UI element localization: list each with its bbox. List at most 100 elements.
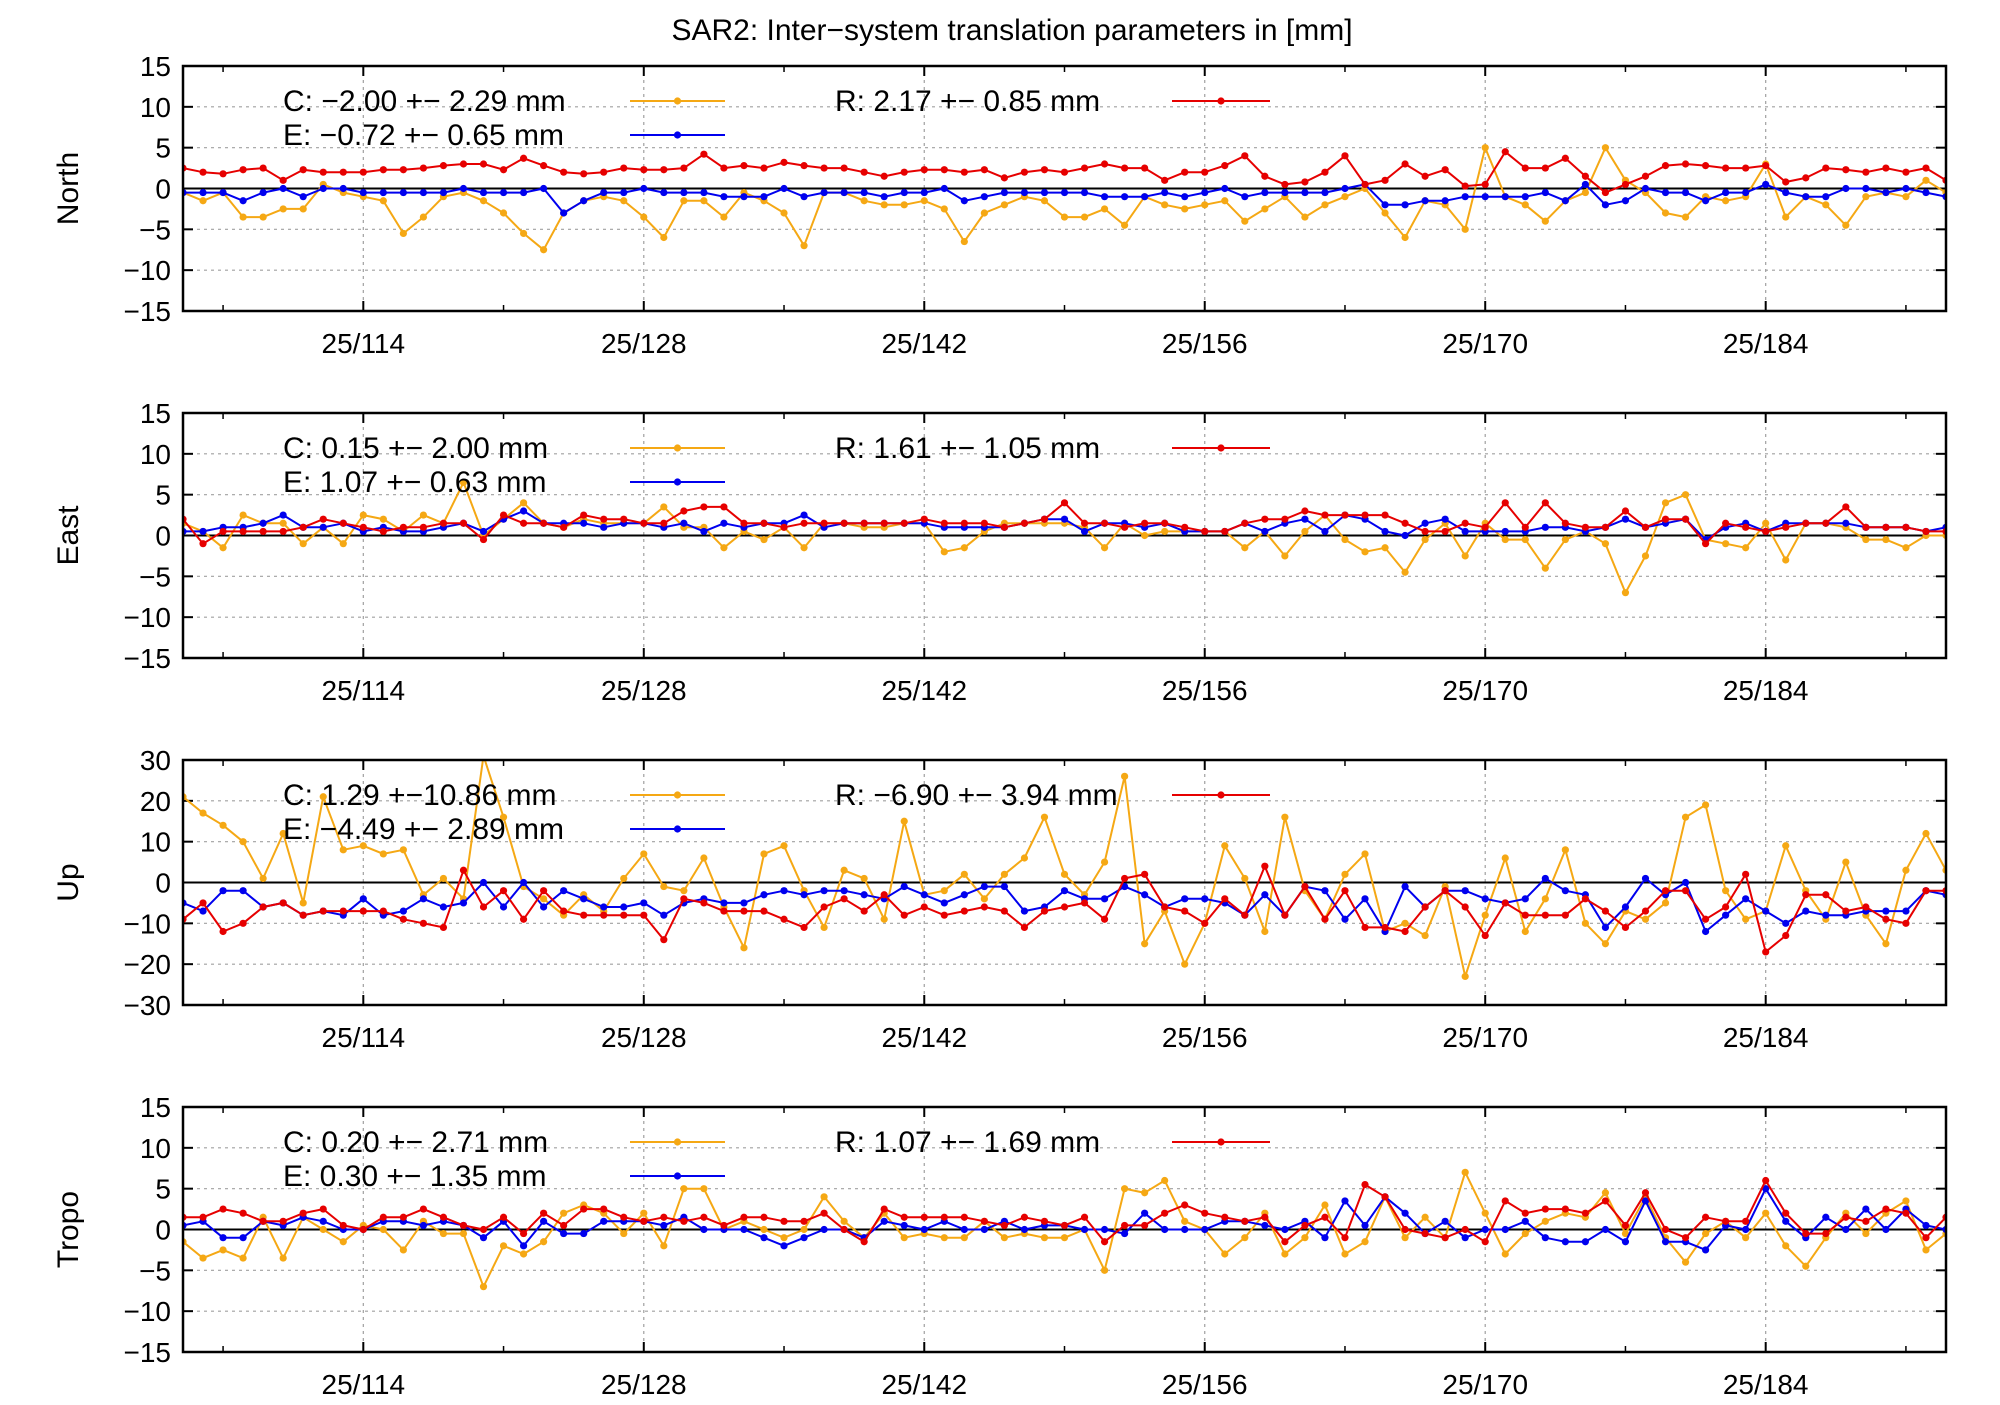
data-point-C (1561, 846, 1569, 854)
data-point-E (339, 184, 347, 193)
data-point-C (660, 503, 668, 511)
data-point-R (920, 166, 928, 174)
data-point-R (479, 160, 488, 168)
data-point-R (740, 162, 748, 170)
data-point-C (900, 201, 908, 209)
data-point-R (1661, 515, 1670, 523)
data-point-R (1381, 511, 1389, 519)
data-point-R (199, 540, 207, 548)
data-point-C (1181, 960, 1189, 968)
data-point-E (840, 188, 848, 197)
x-tick-label: 25/170 (1442, 328, 1528, 359)
y-tick-label: 30 (140, 745, 171, 776)
data-point-C (259, 213, 267, 221)
data-point-C (419, 511, 428, 519)
x-tick-label: 25/156 (1162, 328, 1248, 359)
data-point-R (319, 515, 327, 523)
data-point-E (1461, 193, 1469, 201)
data-point-R (800, 519, 808, 527)
data-point-R (940, 911, 948, 919)
data-point-C (1241, 544, 1249, 552)
data-point-R (1060, 1221, 1069, 1230)
data-point-R (1661, 887, 1670, 895)
legend-marker-R (1217, 791, 1225, 799)
data-point-R (1100, 160, 1109, 168)
data-point-C (900, 817, 908, 825)
data-point-E (1321, 1234, 1329, 1242)
data-point-C (459, 1229, 468, 1238)
data-point-C (1722, 540, 1730, 548)
data-point-R (1361, 923, 1369, 932)
data-point-R (1641, 523, 1650, 531)
plot-frame (181, 1105, 1948, 1354)
data-point-C (1902, 866, 1910, 874)
legend-label-R: R: −6.90 +− 3.94 mm (835, 779, 1118, 812)
data-point-R (1321, 168, 1329, 176)
data-point-R (1441, 527, 1449, 536)
data-point-C (840, 866, 848, 874)
data-point-E (1541, 188, 1549, 197)
data-point-E (1141, 891, 1149, 899)
data-point-E (600, 903, 608, 911)
data-point-E (1301, 188, 1309, 197)
data-point-R (1401, 1225, 1409, 1234)
data-point-E (1501, 527, 1509, 536)
data-point-C (1681, 813, 1690, 821)
data-point-E (1121, 882, 1129, 891)
x-tick-label: 25/156 (1162, 675, 1248, 706)
data-point-R (519, 154, 528, 162)
data-point-C (700, 1185, 708, 1193)
data-point-R (1722, 164, 1730, 172)
data-point-E (540, 1217, 548, 1225)
data-point-R (1121, 874, 1129, 883)
data-point-R (1361, 1180, 1369, 1189)
data-point-E (479, 527, 488, 536)
data-point-C (940, 548, 948, 556)
data-point-C (1321, 1201, 1329, 1209)
data-point-C (1722, 197, 1730, 205)
y-tick-label: −15 (124, 1337, 172, 1368)
data-point-E (880, 193, 888, 201)
data-point-E (800, 511, 808, 519)
y-tick-label: 15 (140, 1092, 171, 1123)
data-point-E (419, 895, 428, 903)
data-point-R (1301, 1221, 1309, 1230)
data-point-E (1561, 1238, 1569, 1246)
data-point-E (700, 188, 708, 197)
data-point-R (1381, 176, 1389, 184)
data-point-C (920, 197, 928, 205)
data-point-R (359, 523, 367, 531)
data-point-R (1020, 923, 1029, 932)
data-point-C (1922, 176, 1930, 184)
legend-label-C: C: −2.00 +− 2.29 mm (283, 85, 566, 118)
data-point-R (980, 903, 988, 911)
data-point-E (359, 188, 367, 197)
data-point-E (1882, 188, 1890, 197)
data-point-C (1281, 552, 1289, 560)
data-point-R (580, 911, 588, 919)
data-point-C (1080, 213, 1089, 221)
data-point-C (1461, 552, 1469, 560)
data-point-E (239, 197, 247, 205)
data-point-R (840, 164, 848, 172)
data-point-R (359, 168, 367, 176)
data-point-E (479, 878, 488, 887)
data-point-R (620, 1213, 628, 1221)
y-tick-label: −15 (124, 643, 172, 674)
data-point-R (1241, 1217, 1249, 1225)
data-point-R (1341, 152, 1349, 160)
data-point-R (199, 168, 207, 176)
data-point-R (1541, 164, 1549, 172)
data-point-E (319, 1217, 327, 1225)
data-point-R (399, 166, 407, 174)
x-tick-label: 25/114 (322, 1022, 406, 1053)
data-point-R (840, 519, 848, 527)
data-point-C (1541, 895, 1549, 903)
data-point-E (1441, 515, 1449, 523)
data-point-E (1020, 907, 1029, 915)
data-point-C (640, 1209, 648, 1217)
data-point-E (459, 899, 468, 907)
data-point-C (1661, 499, 1670, 507)
data-point-E (1621, 197, 1630, 205)
data-point-E (1141, 1209, 1149, 1217)
